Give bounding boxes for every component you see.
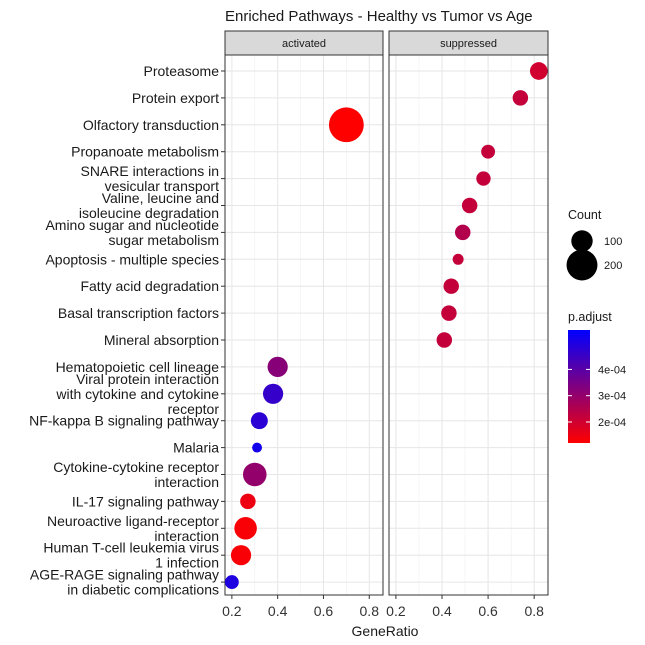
legend: Count 100 200 p.adjust 2e-04 3e-04 4e-04: [566, 208, 626, 443]
x-tick-label: 0.4: [432, 603, 452, 619]
pathway-label-cytokine-cytokine-receptor: Cytokine-cytokine receptor: [53, 459, 219, 475]
pathway-label-valine-leucine-and: Valine, leucine and: [102, 190, 219, 206]
x-tick-label: 0.8: [524, 603, 544, 619]
pathway-label-snare-interactions-in: vesicular transport: [105, 178, 219, 194]
x-tick-label: 0.2: [222, 603, 242, 619]
pathway-label-il-17-signaling-pathway: IL-17 signaling pathway: [72, 493, 219, 509]
point-cytokine-cytokine-receptor: [242, 462, 267, 487]
pathway-label-cytokine-cytokine-receptor: interaction: [154, 474, 219, 490]
pathway-label-age-rage-signaling-pathway: in diabetic complications: [67, 582, 219, 598]
point-mineral-absorption: [436, 332, 453, 348]
pathway-label-human-t-cell-leukemia-virus: 1 infection: [155, 555, 219, 571]
pathway-label-hematopoietic-cell-lineage: Hematopoietic cell lineage: [56, 359, 220, 375]
facet-panels: activated suppressed: [224, 30, 549, 596]
pathway-label-fatty-acid-degradation: Fatty acid degradation: [80, 278, 219, 294]
pathway-label-valine-leucine-and: isoleucine degradation: [79, 205, 219, 221]
point-propanoate-metabolism: [481, 144, 496, 159]
legend-size-label: 100: [604, 236, 622, 248]
point-protein-export: [512, 90, 529, 106]
pathway-label-amino-sugar-and-nucleotide: sugar metabolism: [109, 232, 220, 248]
x-tick-label: 0.6: [478, 603, 498, 619]
legend-size-key: [566, 249, 598, 281]
facet-strip: [224, 30, 384, 56]
point-olfactory-transduction: [328, 107, 364, 143]
point-malaria: [252, 442, 263, 453]
pathway-label-neuroactive-ligand-receptor: interaction: [154, 528, 219, 544]
point-proteasome: [529, 62, 548, 80]
pathway-label-propanoate-metabolism: Propanoate metabolism: [71, 144, 219, 160]
point-fatty-acid-degradation: [443, 278, 459, 294]
pathway-label-neuroactive-ligand-receptor: Neuroactive ligand-receptor: [47, 513, 219, 529]
point-snare-interactions-in: [476, 171, 491, 186]
chart-title: Enriched Pathways - Healthy vs Tumor vs …: [225, 8, 533, 25]
point-neuroactive-ligand-receptor: [234, 517, 257, 540]
pathway-label-snare-interactions-in: SNARE interactions in: [80, 163, 219, 179]
panel-background: [389, 55, 548, 595]
point-age-rage-signaling-pathway: [224, 575, 239, 590]
legend-color-title: p.adjust: [568, 310, 612, 324]
point-human-t-cell-leukemia-virus: [230, 545, 252, 566]
pathway-label-protein-export: Protein export: [132, 90, 219, 106]
x-axis-title: GeneRatio: [352, 623, 419, 639]
facet-panel-suppressed: suppressed: [388, 30, 549, 596]
pathway-label-viral-protein-interaction: Viral protein interaction: [76, 371, 219, 387]
legend-size-label: 200: [604, 260, 622, 272]
pathway-label-amino-sugar-and-nucleotide: Amino sugar and nucleotide: [45, 217, 219, 233]
x-tick-label: 0.6: [314, 603, 334, 619]
pathway-label-viral-protein-interaction: with cytokine and cytokine: [55, 386, 219, 402]
facet-label-activated: activated: [282, 38, 326, 50]
legend-color-label: 3e-04: [598, 391, 626, 403]
point-apoptosis-multiple-species: [452, 253, 464, 265]
pathway-label-age-rage-signaling-pathway: AGE-RAGE signaling pathway: [30, 567, 219, 583]
facet-label-suppressed: suppressed: [440, 38, 497, 50]
x-tick-label: 0.8: [360, 603, 380, 619]
pathway-label-proteasome: Proteasome: [144, 63, 220, 79]
legend-size-title: Count: [568, 208, 602, 222]
x-tick-label: 0.4: [268, 603, 288, 619]
legend-color-label: 4e-04: [598, 364, 626, 376]
pathway-label-human-t-cell-leukemia-virus: Human T-cell leukemia virus: [43, 540, 219, 556]
point-basal-transcription-factors: [441, 305, 457, 321]
pathway-labels: Proteasome Protein export Olfactory transd…: [29, 63, 225, 598]
legend-color-label: 2e-04: [598, 417, 626, 429]
x-tick-label: 0.2: [386, 603, 406, 619]
point-amino-sugar-and-nucleotide: [455, 224, 471, 241]
pathway-label-nf-kappa-b-signaling-pathway: NF-kappa B signaling pathway: [29, 413, 219, 429]
legend-size-key: [571, 230, 593, 252]
pathway-label-olfactory-transduction: Olfactory transduction: [83, 117, 219, 133]
pathway-label-malaria: Malaria: [173, 440, 219, 456]
point-viral-protein-interaction: [262, 383, 284, 404]
pathway-label-apoptosis-multiple-species: Apoptosis - multiple species: [45, 251, 219, 267]
x-axis-ticks: 0.2 0.4 0.6 0.8 0.2 0.4 0.6 0.8: [222, 595, 544, 619]
legend-colorbar: [568, 330, 590, 443]
point-nf-kappa-b-signaling-pathway: [250, 412, 268, 430]
point-il-17-signaling-pathway: [240, 493, 256, 510]
facet-strip: [388, 30, 549, 56]
point-valine-leucine-and: [461, 197, 478, 214]
point-hematopoietic-cell-lineage: [267, 356, 288, 378]
pathway-label-mineral-absorption: Mineral absorption: [104, 332, 219, 348]
pathway-label-viral-protein-interaction: receptor: [168, 401, 220, 417]
pathway-label-basal-transcription-factors: Basal transcription factors: [58, 305, 219, 321]
data-points: [224, 62, 548, 590]
